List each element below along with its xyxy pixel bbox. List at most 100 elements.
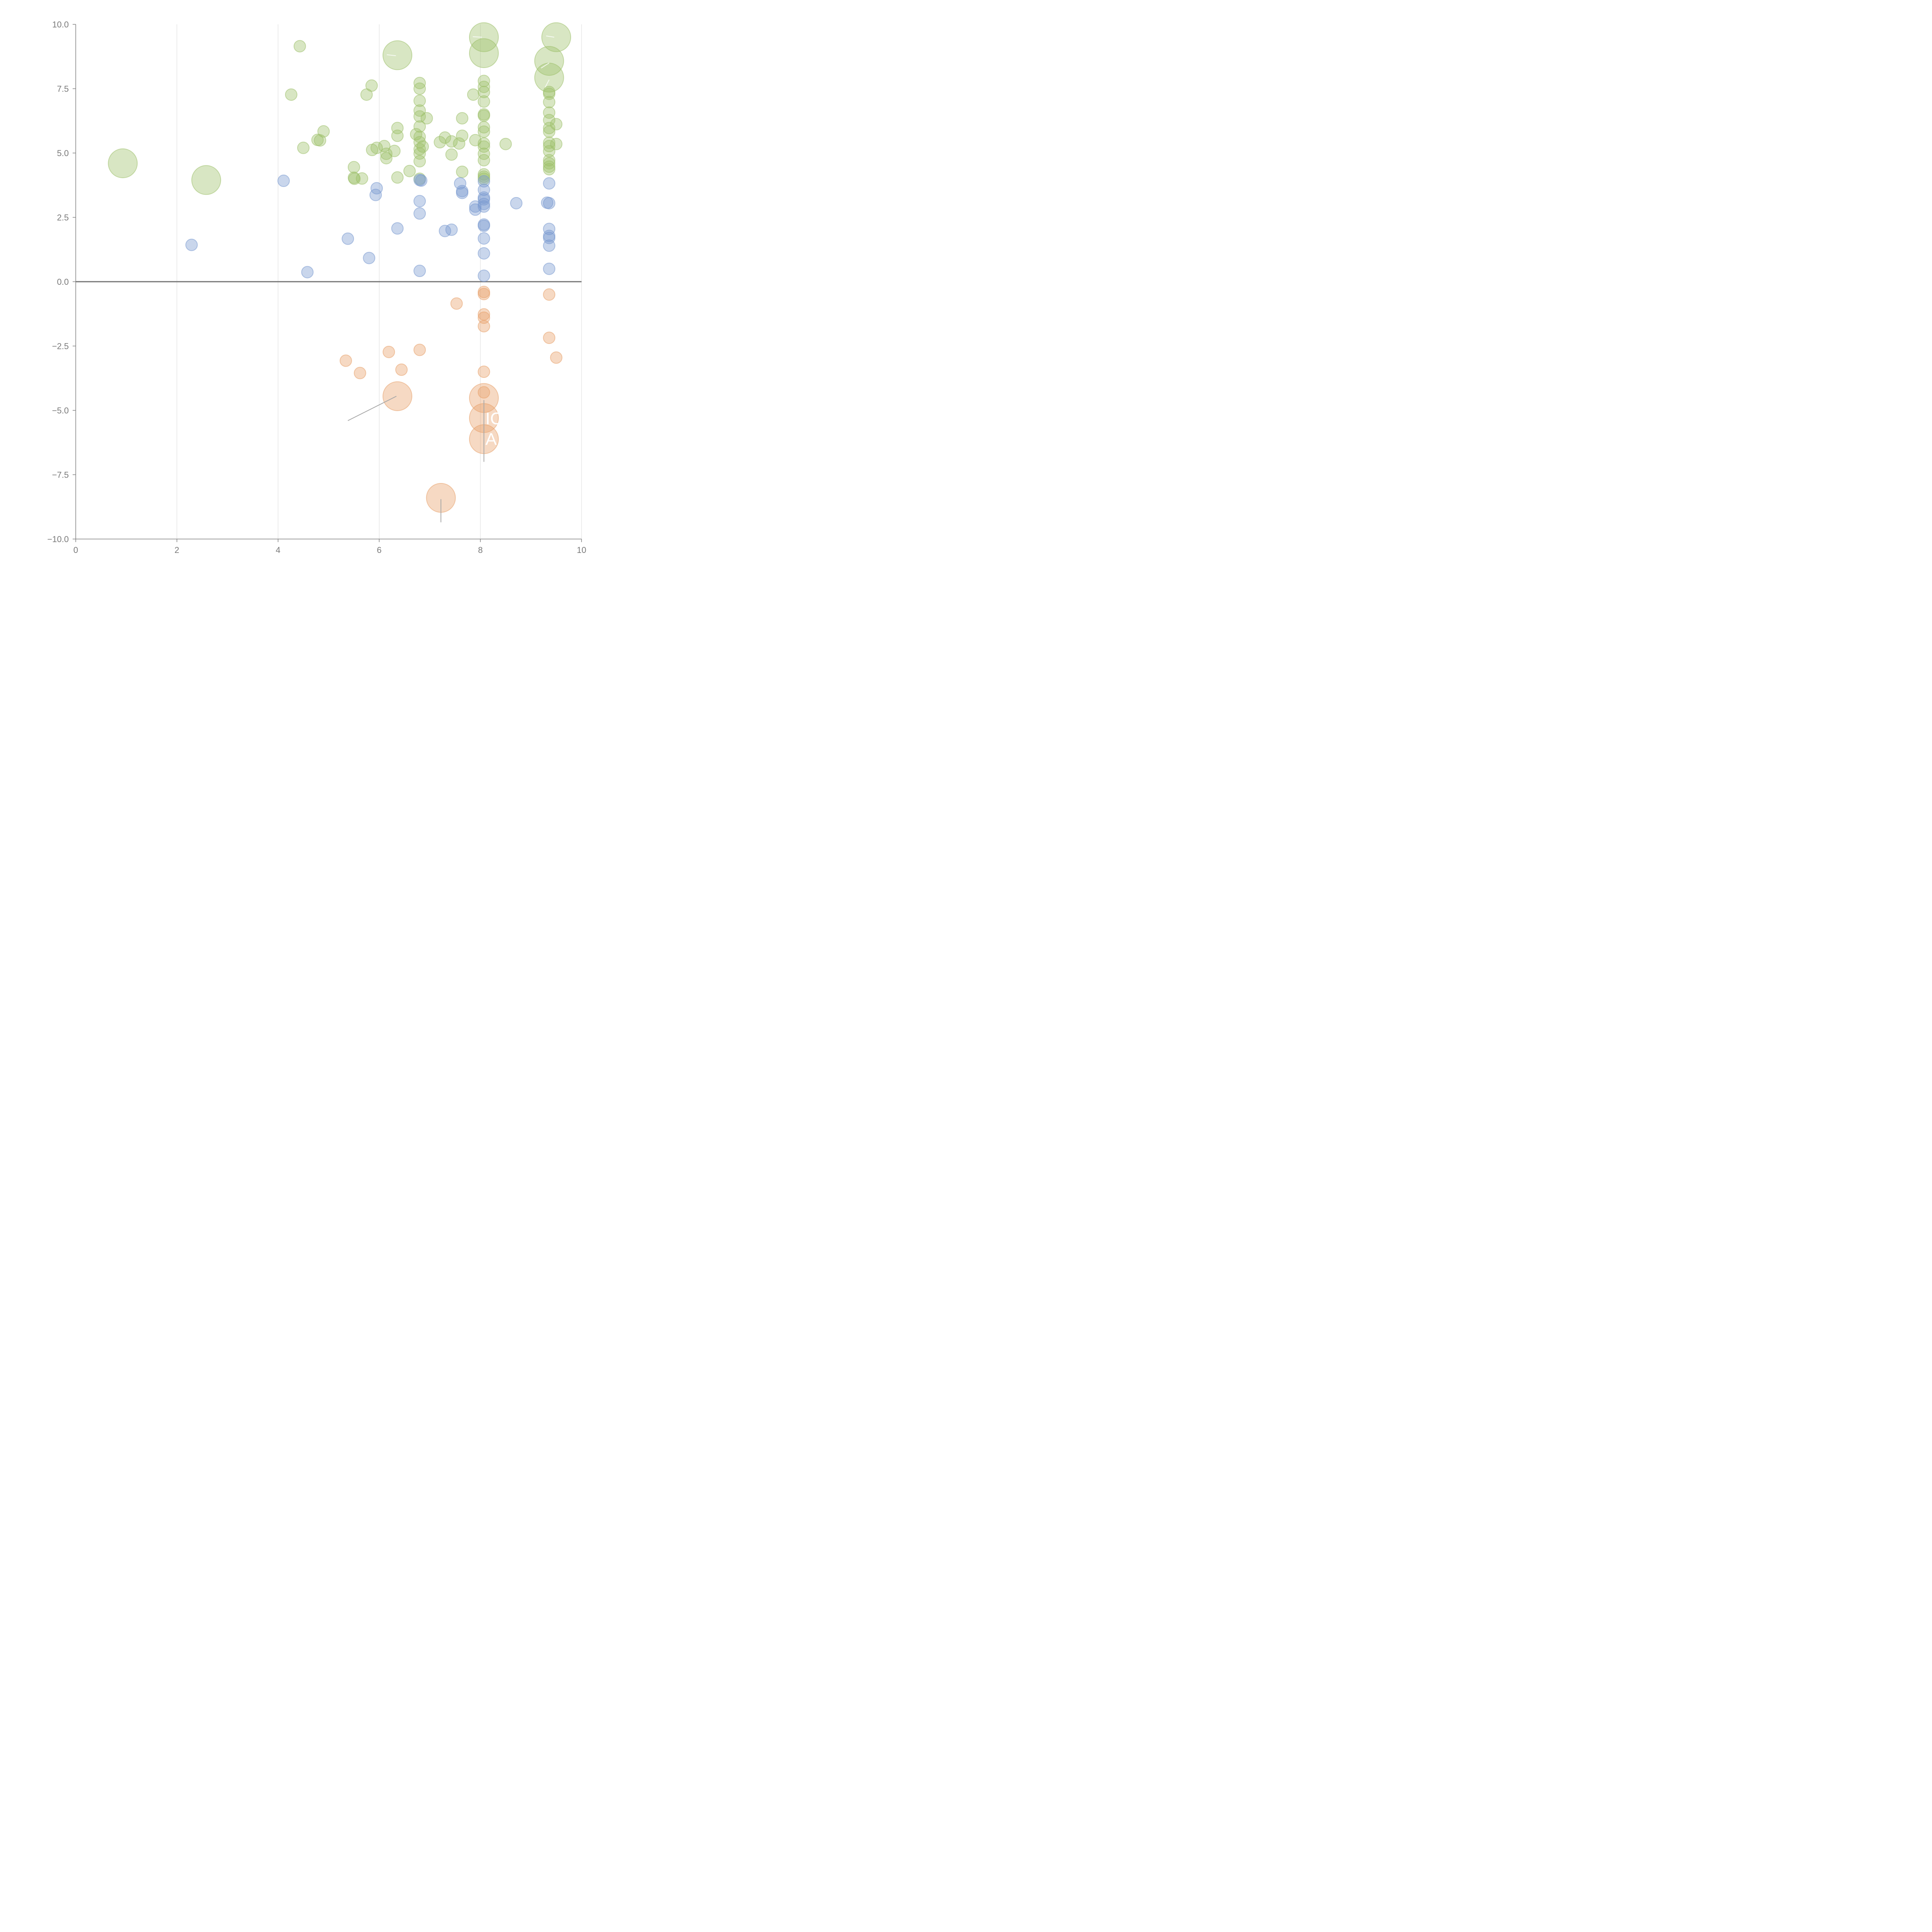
point-mid-39 bbox=[543, 262, 556, 275]
point-high-22 bbox=[391, 129, 404, 142]
point-high-85 bbox=[550, 118, 563, 131]
point-high-77 bbox=[543, 125, 556, 138]
annotation-leaders bbox=[347, 35, 554, 522]
point-high-55 bbox=[478, 95, 490, 108]
point-mid-30 bbox=[478, 269, 490, 282]
point-high-39 bbox=[420, 112, 433, 125]
point-high-51 bbox=[469, 38, 499, 68]
scatter-chart: 0 2 4 6 8 10 10.0 7.5 5.0 2.5 0.0 −2.5 −5.0 −7.5 −10.0… bbox=[47, 20, 586, 555]
point-high-47 bbox=[456, 165, 469, 178]
point-high-59 bbox=[478, 125, 490, 138]
point-high-19 bbox=[388, 145, 401, 157]
annotation-label-1: A bbox=[485, 430, 497, 449]
axis-ticks: 0 2 4 6 8 10 10.0 7.5 5.0 2.5 0.0 −2.5 −5.0 −7.5 −10.0 bbox=[47, 20, 586, 555]
point-high-45 bbox=[456, 112, 469, 125]
point-low-18 bbox=[543, 288, 556, 301]
point-mid-1 bbox=[277, 174, 290, 187]
point-high-62 bbox=[478, 147, 490, 160]
point-mid-20 bbox=[478, 175, 490, 188]
point-mid-34 bbox=[543, 177, 556, 190]
point-high-18 bbox=[380, 152, 393, 165]
axes bbox=[75, 24, 582, 539]
point-mid-12 bbox=[413, 265, 426, 277]
point-low-4 bbox=[383, 381, 413, 411]
point-high-11 bbox=[355, 172, 368, 185]
point-low-0 bbox=[340, 354, 352, 367]
point-high-27 bbox=[413, 94, 426, 107]
point-mid-4 bbox=[363, 252, 376, 264]
point-high-4 bbox=[297, 141, 310, 154]
data-points bbox=[108, 22, 571, 513]
point-low-5 bbox=[413, 344, 426, 356]
point-mid-25 bbox=[478, 200, 490, 213]
point-high-81 bbox=[543, 154, 556, 167]
x-tick-label: 6 bbox=[377, 545, 381, 555]
point-high-53 bbox=[478, 80, 490, 93]
point-mid-2 bbox=[301, 266, 314, 279]
point-high-67 bbox=[499, 138, 512, 150]
point-mid-0 bbox=[185, 238, 198, 251]
point-high-0 bbox=[108, 148, 138, 179]
point-high-70 bbox=[541, 22, 571, 52]
point-high-7 bbox=[317, 125, 330, 138]
point-high-48 bbox=[467, 88, 480, 101]
point-high-37 bbox=[410, 128, 422, 141]
point-high-84 bbox=[543, 163, 556, 175]
leader-line-7 bbox=[546, 35, 554, 38]
x-tick-label: 4 bbox=[276, 545, 280, 555]
point-mid-33 bbox=[543, 197, 556, 209]
point-high-17 bbox=[380, 147, 393, 160]
point-mid-38 bbox=[543, 239, 556, 252]
point-mid-3 bbox=[342, 232, 354, 245]
point-high-60 bbox=[478, 137, 490, 150]
point-high-74 bbox=[543, 106, 556, 119]
point-mid-7 bbox=[391, 222, 404, 235]
point-low-13 bbox=[478, 366, 490, 378]
point-high-35 bbox=[413, 155, 426, 168]
y-tick-label: −5.0 bbox=[52, 406, 69, 415]
point-high-73 bbox=[543, 96, 556, 109]
point-high-58 bbox=[478, 121, 490, 134]
x-tick-label: 8 bbox=[478, 545, 483, 555]
point-high-86 bbox=[550, 138, 563, 150]
point-high-16 bbox=[378, 140, 391, 153]
leader-line-6 bbox=[544, 79, 550, 88]
point-low-9 bbox=[478, 287, 490, 300]
point-high-29 bbox=[413, 110, 426, 123]
point-high-2 bbox=[293, 40, 306, 53]
point-high-68 bbox=[534, 46, 564, 76]
y-tick-label: 5.0 bbox=[57, 148, 69, 158]
point-high-42 bbox=[445, 135, 458, 148]
point-high-23 bbox=[391, 171, 404, 184]
point-mid-27 bbox=[478, 219, 490, 232]
point-mid-10 bbox=[413, 195, 426, 207]
y-tick-label: 7.5 bbox=[57, 84, 69, 94]
point-high-46 bbox=[456, 129, 469, 142]
point-high-57 bbox=[478, 109, 490, 122]
x-tick-label: 2 bbox=[175, 545, 179, 555]
point-high-13 bbox=[365, 79, 378, 92]
y-tick-label: −2.5 bbox=[52, 342, 69, 351]
y-tick-label: 10.0 bbox=[52, 20, 69, 29]
point-high-24 bbox=[403, 165, 416, 177]
y-tick-label: −10.0 bbox=[47, 534, 69, 544]
annotation-label-0: IC bbox=[485, 409, 502, 428]
leader-line-0 bbox=[347, 396, 397, 421]
point-mid-35 bbox=[543, 223, 556, 235]
point-low-2 bbox=[383, 345, 395, 358]
point-high-1 bbox=[191, 165, 221, 195]
point-low-19 bbox=[543, 332, 556, 344]
point-mid-31 bbox=[510, 197, 523, 209]
point-mid-9 bbox=[415, 174, 428, 187]
point-high-15 bbox=[370, 141, 383, 154]
point-high-54 bbox=[478, 86, 490, 99]
point-mid-24 bbox=[478, 197, 490, 210]
point-high-83 bbox=[543, 160, 556, 173]
point-low-1 bbox=[354, 367, 366, 379]
x-tick-label: 0 bbox=[73, 545, 78, 555]
point-high-8 bbox=[347, 161, 360, 173]
point-low-14 bbox=[478, 386, 490, 399]
point-high-44 bbox=[453, 137, 466, 150]
y-tick-label: 2.5 bbox=[57, 213, 69, 223]
point-mid-17 bbox=[456, 187, 469, 199]
